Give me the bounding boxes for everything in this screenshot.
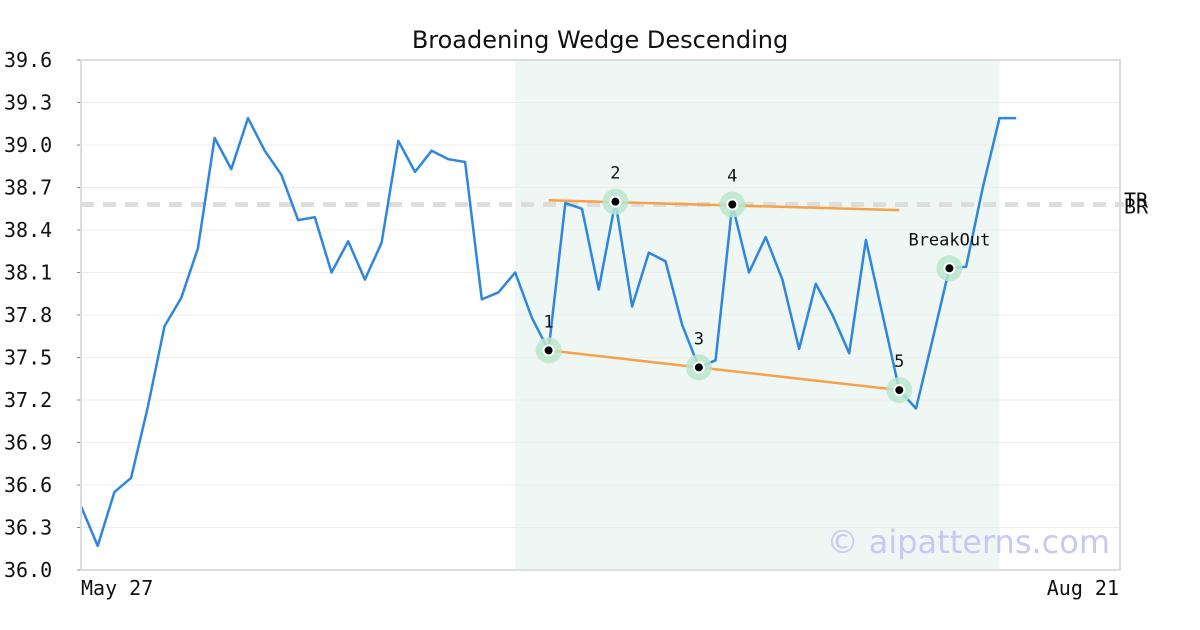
pattern-point-label: 1 xyxy=(543,312,553,332)
pattern-point-marker xyxy=(943,262,956,275)
pattern-point-label: 3 xyxy=(694,329,704,349)
pattern-points-layer: 1 2 3 4 5 BreakOut xyxy=(535,164,990,404)
pattern-point-label: 4 xyxy=(727,167,737,187)
y-tick-label: 38.4 xyxy=(4,218,52,242)
trendline xyxy=(548,349,900,392)
y-tick-label: 39.3 xyxy=(4,91,52,115)
reference-label: TR xyxy=(1124,189,1149,213)
pattern-point-marker xyxy=(692,361,705,374)
grid-layer xyxy=(81,59,1120,571)
pattern-point-marker xyxy=(542,344,555,357)
y-tick-label: 37.2 xyxy=(4,388,52,412)
pattern-point-label: 5 xyxy=(894,352,904,372)
pattern-point-marker xyxy=(609,195,622,208)
y-tick-label: 39.6 xyxy=(4,48,52,72)
y-tick-label: 36.9 xyxy=(4,431,52,455)
x-tick-label: May 27 xyxy=(81,576,153,600)
y-tick-label: 37.8 xyxy=(4,303,52,327)
y-tick-label: 39.0 xyxy=(4,133,52,157)
y-tick-label: 38.7 xyxy=(4,176,52,200)
y-axis-ticks: 36.0 36.3 36.6 36.9 37.2 37.5 37.8 38.1 38.4 38.7… xyxy=(4,48,81,582)
watermark: © aipatterns.com xyxy=(827,523,1110,561)
pattern-point-marker xyxy=(893,384,906,397)
pattern-point-label: 2 xyxy=(610,164,620,184)
y-tick-label: 37.5 xyxy=(4,346,52,370)
y-tick-label: 38.1 xyxy=(4,261,52,285)
chart-title: Broadening Wedge Descending xyxy=(412,26,788,54)
reference-label: BR xyxy=(1124,195,1149,219)
pattern-point-marker xyxy=(726,198,739,211)
plot-frame xyxy=(80,59,1121,571)
x-axis-ticks: May 27 Aug 21 xyxy=(81,576,1119,600)
y-tick-label: 36.3 xyxy=(4,516,52,540)
y-tick-label: 36.6 xyxy=(4,473,52,497)
pattern-point-label: BreakOut xyxy=(908,230,990,250)
x-tick-label: Aug 21 xyxy=(1047,576,1119,600)
y-tick-label: 36.0 xyxy=(4,558,52,582)
